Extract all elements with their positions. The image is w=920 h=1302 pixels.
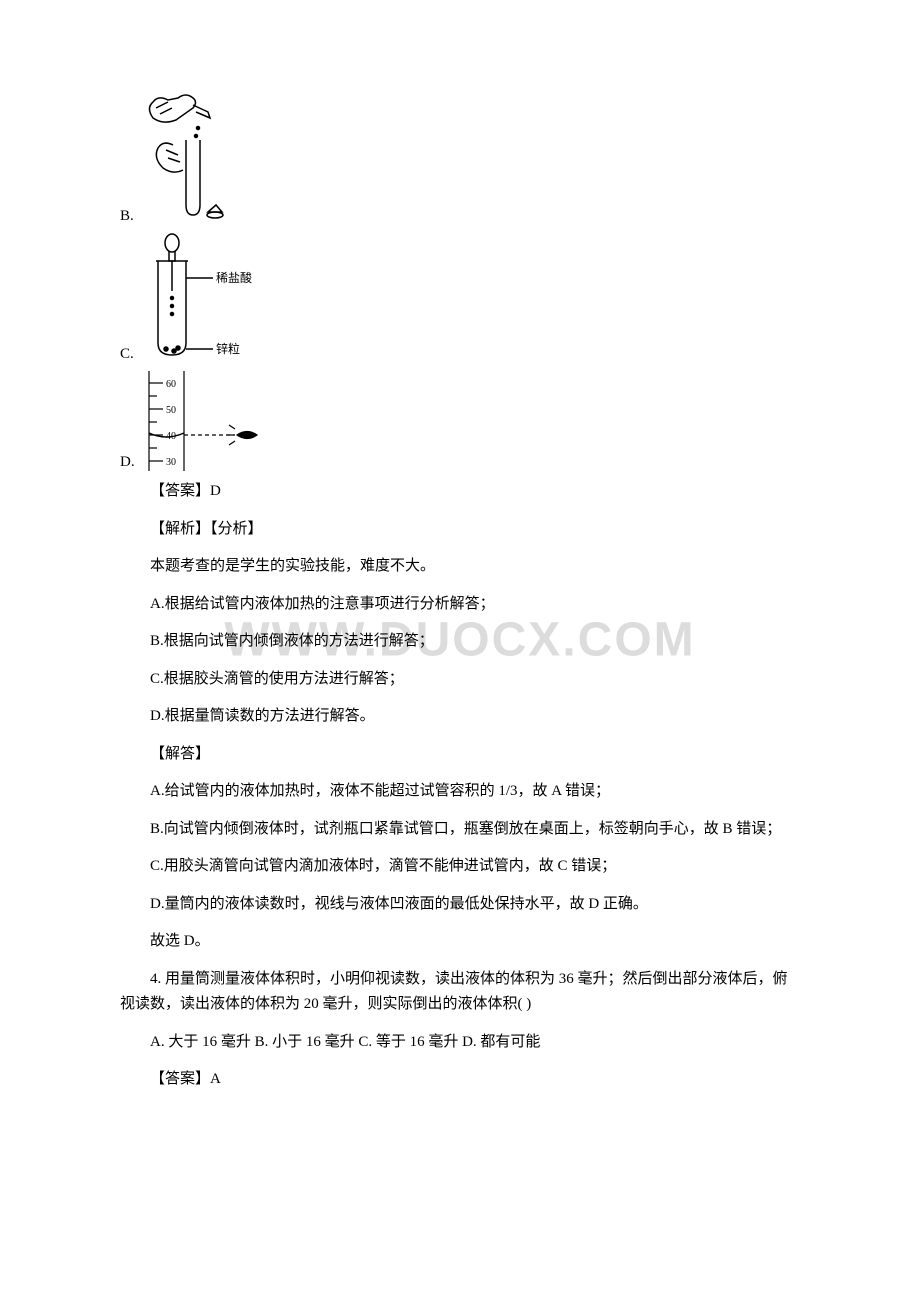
answer-4: 【答案】A	[120, 1067, 800, 1093]
option-b-label: B.	[120, 208, 134, 225]
analysis-a: A.根据给试管内液体加热的注意事项进行分析解答；	[120, 592, 800, 618]
question-4: 4. 用量筒测量液体体积时，小明仰视读数，读出液体的体积为 36 毫升；然后倒出…	[120, 967, 800, 1018]
analysis-label: 【解析】【分析】	[120, 517, 800, 543]
option-d-row: D.	[120, 371, 800, 471]
option-d-label: D.	[120, 454, 135, 471]
tick-30: 30	[166, 457, 176, 468]
option-b-row: B.	[120, 90, 800, 225]
analysis-b: B.根据向试管内倾倒液体的方法进行解答；	[120, 629, 800, 655]
solve-label: 【解答】	[120, 742, 800, 768]
solve-c: C.用胶头滴管向试管内滴加液体时，滴管不能伸进试管内，故 C 错误；	[120, 854, 800, 880]
conclusion: 故选 D。	[120, 929, 800, 955]
label-zinc: 锌粒	[216, 341, 240, 356]
solve-d: D.量筒内的液体读数时，视线与液体凹液面的最低处保持水平，故 D 正确。	[120, 892, 800, 918]
option-b-figure	[138, 90, 233, 225]
option-c-label: C.	[120, 346, 134, 363]
answer-3: 【答案】D	[120, 479, 800, 505]
analysis-c: C.根据胶头滴管的使用方法进行解答；	[120, 667, 800, 693]
option-c-figure: 稀盐酸 锌粒	[138, 233, 288, 363]
solve-b: B.向试管内倾倒液体时，试剂瓶口紧靠试管口，瓶塞倒放在桌面上，标签朝向手心，故 …	[120, 817, 800, 843]
question-4-options: A. 大于 16 毫升 B. 小于 16 毫升 C. 等于 16 毫升 D. 都…	[120, 1030, 800, 1056]
tick-40: 40	[166, 431, 176, 442]
solve-a: A.给试管内的液体加热时，液体不能超过试管容积的 1/3，故 A 错误；	[120, 779, 800, 805]
analysis-intro: 本题考查的是学生的实验技能，难度不大。	[120, 554, 800, 580]
option-c-row: C.	[120, 233, 800, 363]
tick-50: 50	[166, 405, 176, 416]
analysis-d: D.根据量筒读数的方法进行解答。	[120, 704, 800, 730]
document-content: B.	[120, 90, 800, 1093]
label-dilute-acid: 稀盐酸	[216, 270, 252, 285]
option-d-figure: 60 50 40 30	[139, 371, 269, 471]
tick-60: 60	[166, 379, 176, 390]
